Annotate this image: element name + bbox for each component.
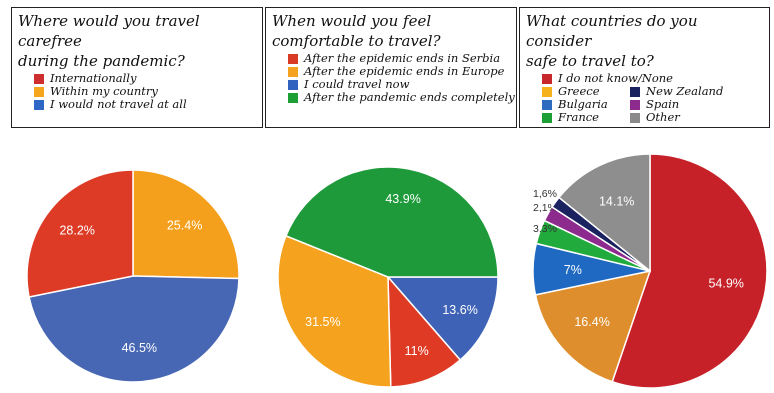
pie-slice (557, 153, 651, 273)
legend-swatch (542, 73, 552, 84)
pie-slice-label: 31.5% (305, 315, 340, 329)
pie-slice (285, 166, 499, 278)
pie-slice (28, 275, 240, 383)
legend-entry-europe: After the epidemic ends in Europe (272, 65, 510, 78)
legend-swatch (288, 79, 298, 90)
pie-slice-label: 3.3% (533, 223, 557, 235)
legend-entry-pandemic-ends: After the pandemic ends completely (272, 91, 515, 104)
pie-slice-label: 13.6% (442, 303, 477, 317)
legend-swatch (34, 86, 44, 97)
legend-swatch (288, 66, 298, 77)
legend-panel-travel-when: When would you feel comfortable to trave… (265, 7, 517, 128)
pie-slice (611, 153, 768, 389)
legend-entry-new-zealand: New Zealand (630, 85, 740, 98)
legend-entry-now: I could travel now (272, 78, 510, 91)
legend-panel-travel-where: Where would you travel carefree during t… (11, 7, 263, 128)
pie-slice (277, 234, 392, 388)
legend-entry-none: I do not know/None (526, 72, 763, 85)
legend-swatch (630, 99, 640, 110)
pie-slice-label: 7% (564, 263, 582, 277)
pie-slice-label: 2,1% (533, 202, 557, 214)
legend-entry-serbia: After the epidemic ends in Serbia (272, 52, 510, 65)
pie-slice-label: 16.4% (574, 315, 609, 329)
legend-entry-other: Other (630, 111, 740, 124)
legend-grid: Greece New Zealand Bulgaria Spain France… (526, 85, 763, 124)
pie-slice (26, 169, 134, 298)
pie-slice-label: 14.1% (599, 194, 634, 208)
legend-entry-france: France (542, 111, 630, 124)
pie-slice-label: 54.9% (708, 277, 743, 291)
legend-entry-greece: Greece (542, 85, 630, 98)
pie-slice-label: 25.4% (167, 219, 202, 233)
pie-slice-label: 43.9% (385, 192, 420, 206)
pie-slice (534, 269, 652, 383)
legend-entry-spain: Spain (630, 98, 740, 111)
legend-swatch (288, 92, 298, 103)
legend-swatch (34, 73, 44, 84)
legend-panel-safe-countries: What countries do you consider safe to t… (519, 7, 770, 128)
legend-swatch (630, 112, 640, 123)
legend-entry-not-travel: I would not travel at all (18, 98, 256, 111)
legend-swatch (542, 86, 552, 97)
pie-chart-2: 13.6% 11% 31.5% 43.9% (277, 166, 499, 388)
legend-entry-bulgaria: Bulgaria (542, 98, 630, 111)
pie-slice (386, 276, 499, 362)
legend-swatch (542, 112, 552, 123)
legend-title: Where would you travel carefree during t… (18, 12, 200, 70)
pie-slice-label: 46.5% (122, 341, 157, 355)
legend-swatch (34, 99, 44, 110)
pie-slice-label: 11% (405, 344, 429, 358)
pie-slice (387, 274, 462, 388)
pie-slice-label: 1,6% (533, 188, 557, 200)
legend-title: When would you feel comfortable to trave… (272, 12, 441, 50)
pie-slice (132, 169, 240, 280)
legend-entry-internationally: Internationally (18, 72, 256, 85)
legend-swatch (288, 53, 298, 64)
legend-title: What countries do you consider safe to t… (526, 12, 698, 70)
pie-chart-1: 25.4% 46.5% 28.2% (26, 169, 240, 383)
pie-chart-3: 54.9% 16.4% 7% 3.3% 2,1% 1,6% 14.1% (532, 153, 768, 389)
legend-entry-within-country: Within my country (18, 85, 256, 98)
legend-swatch (630, 86, 640, 97)
pie-slice-label: 28.2% (59, 223, 94, 237)
legend-swatch (542, 99, 552, 110)
